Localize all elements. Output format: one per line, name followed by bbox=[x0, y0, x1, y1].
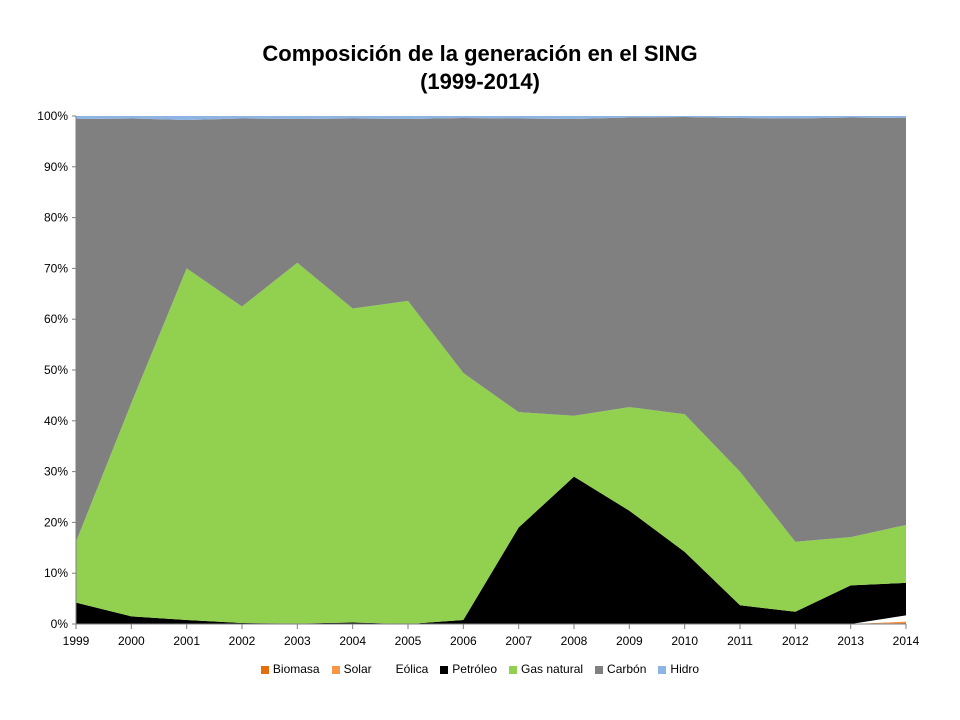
legend-swatch bbox=[384, 666, 392, 674]
legend-label: Petróleo bbox=[452, 661, 497, 676]
y-tick-label: 50% bbox=[44, 363, 68, 377]
legend-label: Biomasa bbox=[272, 661, 320, 676]
area-gas-natural bbox=[76, 262, 906, 624]
y-tick-label: 20% bbox=[44, 515, 68, 529]
y-tick-label: 10% bbox=[44, 566, 68, 580]
chart-title-line1: Composición de la generación en el SING bbox=[262, 41, 698, 66]
x-tick-label: 2010 bbox=[671, 634, 698, 648]
legend-label: Carbón bbox=[607, 661, 647, 676]
y-tick-label: 40% bbox=[44, 414, 68, 428]
legend-item: Carbón bbox=[595, 662, 646, 676]
legend-item: Hidro bbox=[658, 662, 699, 676]
x-tick-label: 2009 bbox=[616, 634, 643, 648]
legend-label: Gas natural bbox=[521, 661, 584, 676]
x-tick-label: 2003 bbox=[284, 634, 311, 648]
legend-item: Solar bbox=[331, 661, 372, 676]
y-tick-label: 0% bbox=[51, 617, 69, 631]
y-tick-label: 100% bbox=[37, 109, 68, 123]
chart-legend: Biomasa Solar Eólica Petróleo Gas natural Car… bbox=[0, 661, 960, 676]
x-tick-label: 2005 bbox=[395, 634, 422, 648]
x-tick-label: 1999 bbox=[63, 634, 90, 648]
legend-item: Eólica bbox=[384, 662, 429, 676]
area-petróleo bbox=[76, 476, 906, 624]
x-tick-label: 2007 bbox=[505, 634, 532, 648]
y-tick-label: 80% bbox=[44, 211, 68, 225]
area-carbón bbox=[76, 117, 906, 542]
axes-group: 0% 10% 20% 30% 40% 50% 60% 70% 80% 90% 100% 1999 200… bbox=[37, 109, 919, 648]
legend-item: Biomasa bbox=[260, 661, 320, 676]
x-tick-label: 2008 bbox=[561, 634, 588, 648]
x-tick-label: 2001 bbox=[173, 634, 200, 648]
y-tick-label: 60% bbox=[44, 312, 68, 326]
legend-label: Solar bbox=[343, 661, 372, 676]
x-tick-label: 2014 bbox=[893, 634, 920, 648]
legend-swatch bbox=[509, 665, 517, 674]
legend-item: Petróleo bbox=[440, 662, 497, 676]
x-tick-label: 2000 bbox=[118, 634, 145, 648]
area-series-group bbox=[76, 116, 906, 624]
legend-swatch bbox=[440, 665, 449, 674]
area-hidro bbox=[76, 116, 906, 121]
x-tick-label: 2006 bbox=[450, 634, 477, 648]
y-tick-label: 30% bbox=[44, 465, 68, 479]
legend-swatch bbox=[595, 665, 604, 674]
y-tick-label: 70% bbox=[44, 261, 68, 275]
chart-title: Composición de la generación en el SING … bbox=[0, 40, 960, 96]
chart-title-line2: (1999-2014) bbox=[420, 69, 540, 94]
x-tick-label: 2013 bbox=[837, 634, 864, 648]
legend-swatch bbox=[260, 665, 269, 674]
x-tick-label: 2012 bbox=[782, 634, 809, 648]
legend-label: Hidro bbox=[670, 661, 700, 676]
x-tick-label: 2004 bbox=[339, 634, 366, 648]
legend-swatch bbox=[331, 665, 340, 674]
x-tick-label: 2011 bbox=[727, 634, 753, 648]
legend-label: Eólica bbox=[395, 661, 429, 676]
y-tick-label: 90% bbox=[44, 160, 68, 174]
legend-swatch bbox=[658, 665, 667, 674]
x-tick-label: 2002 bbox=[229, 634, 256, 648]
legend-item: Gas natural bbox=[509, 662, 583, 676]
